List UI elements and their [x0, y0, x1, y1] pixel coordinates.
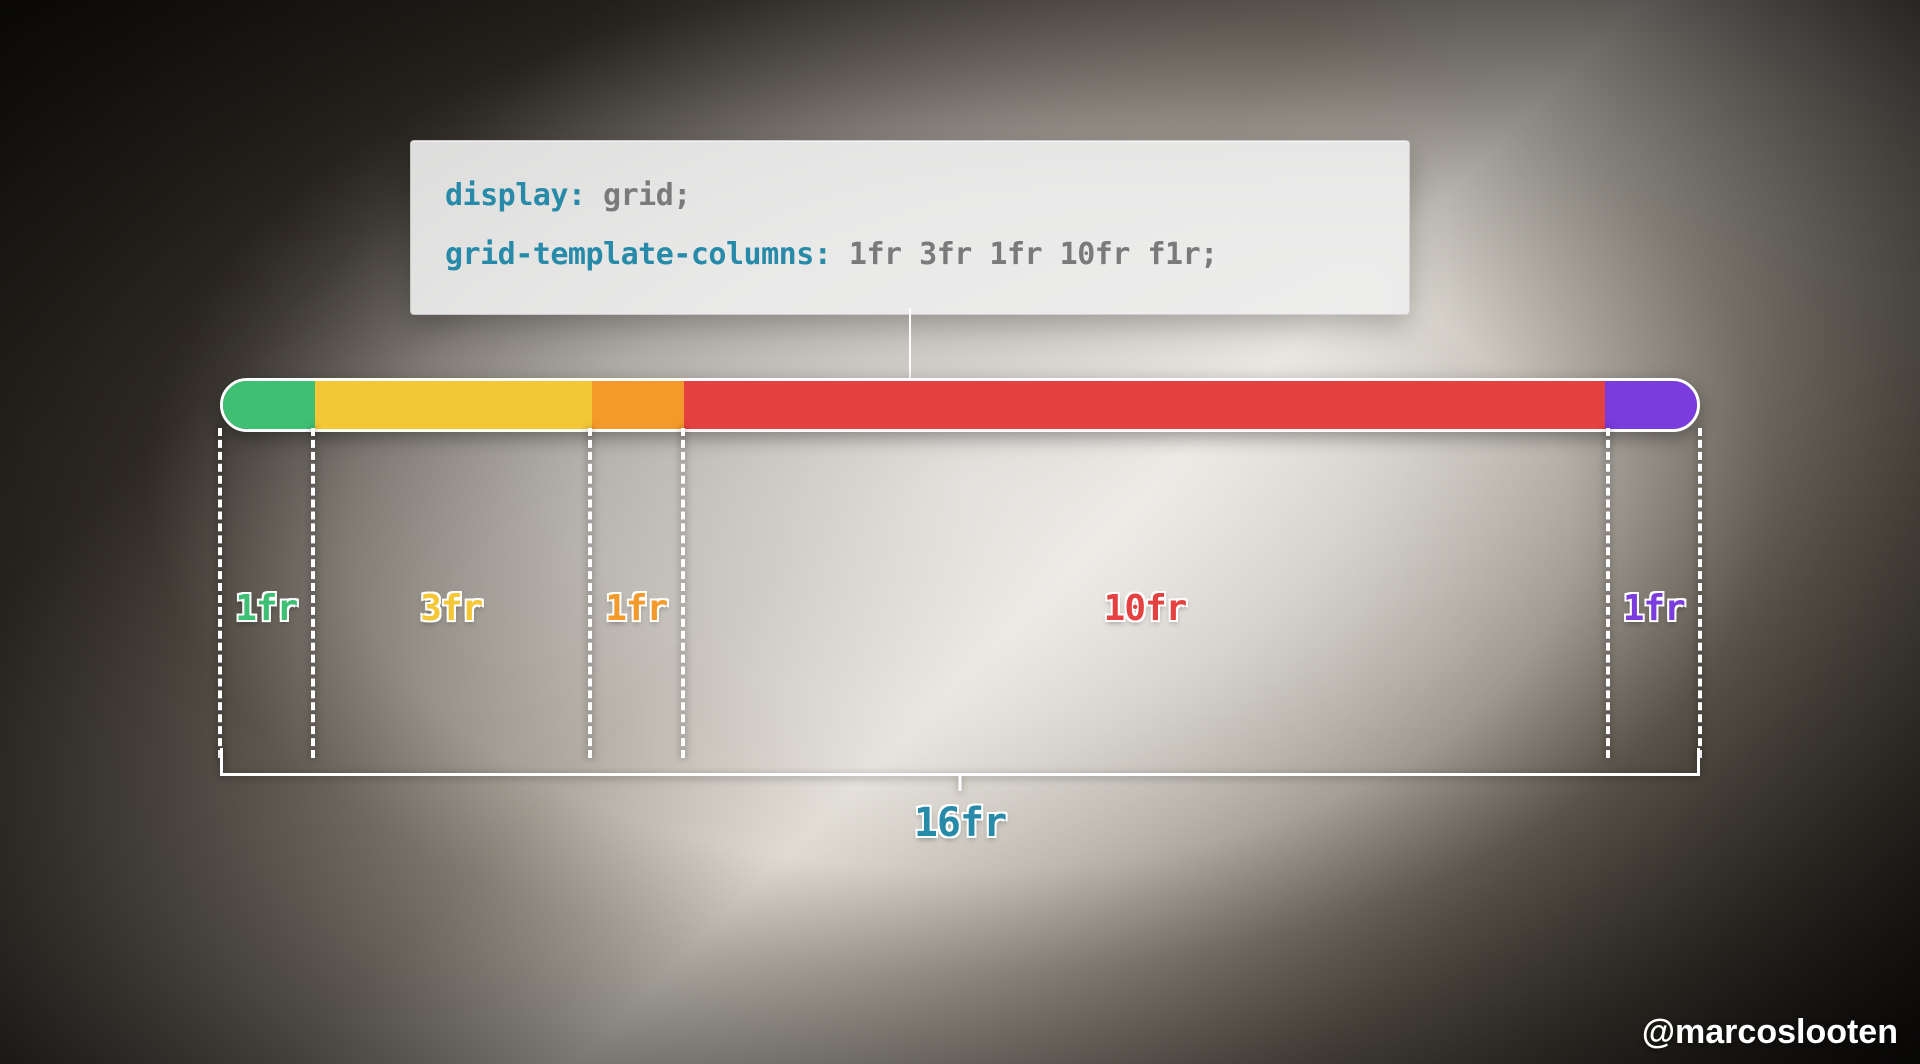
fraction-label: 3fr [420, 588, 482, 629]
css-val-display: grid; [586, 178, 691, 213]
fraction-cell: 1fr [1608, 588, 1701, 629]
css-val-grid-template-columns: 1fr 3fr 1fr 10fr f1r; [831, 237, 1217, 272]
connector-line [909, 308, 911, 378]
fraction-cell: 10fr [683, 588, 1608, 629]
grid-bar-wrap [220, 378, 1700, 432]
fraction-labels-row: 1fr 3fr 1fr 10fr 1fr [220, 588, 1700, 629]
fraction-cell: 3fr [313, 588, 591, 629]
fraction-cell: 1fr [590, 588, 683, 629]
total-label: 16fr [220, 800, 1700, 846]
total-bracket [220, 748, 1700, 776]
css-prop-display: display: [445, 178, 586, 213]
fraction-label: 10fr [1104, 588, 1187, 629]
bar-segment [315, 381, 591, 429]
fraction-label: 1fr [1623, 588, 1685, 629]
fraction-cell: 1fr [220, 588, 313, 629]
bar-segment [1605, 381, 1697, 429]
css-prop-grid-template-columns: grid-template-columns: [445, 237, 831, 272]
bar-segment [223, 381, 315, 429]
grid-bar [220, 378, 1700, 432]
fraction-label: 1fr [605, 588, 667, 629]
css-code-box: display: grid; grid-template-columns: 1f… [410, 140, 1410, 315]
author-credit: @marcoslooten [1642, 1013, 1898, 1052]
fraction-label: 1fr [235, 588, 297, 629]
diagram-stage: display: grid; grid-template-columns: 1f… [220, 140, 1700, 944]
bar-segment [592, 381, 684, 429]
bar-segment [684, 381, 1605, 429]
